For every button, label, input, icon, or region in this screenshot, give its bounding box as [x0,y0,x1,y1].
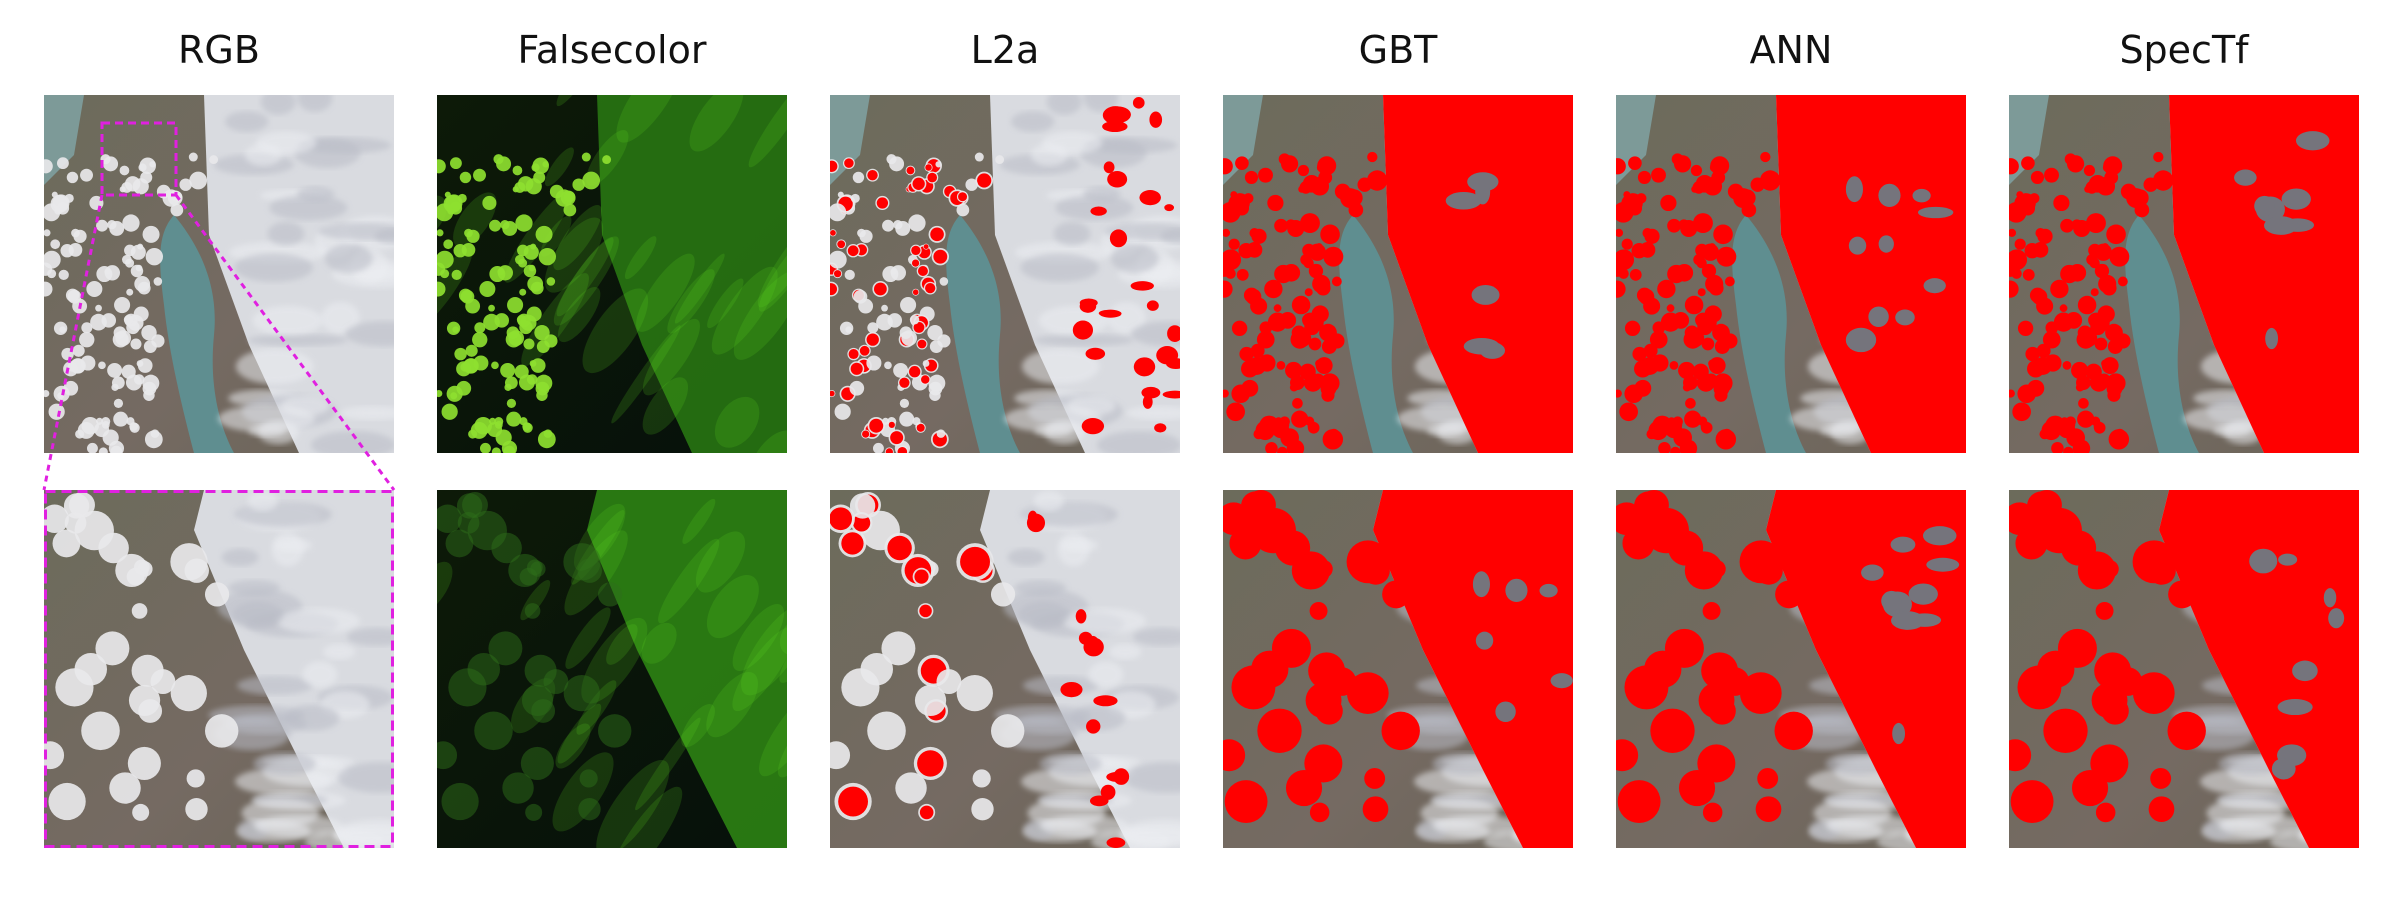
falsecolor-zoomed-inset-image [437,490,787,848]
gbt-zoomed-inset-image [1223,490,1573,848]
column-title-rgb: RGB [178,28,260,72]
rgb-zoomed-inset-image [44,490,394,848]
l2a-zoomed-inset-image [830,490,1180,848]
spectf-full-scene-image [2009,95,2359,453]
ann-full-scene-image [1616,95,1966,453]
column-title-ann: ANN [1749,28,1833,72]
column-title-falsecolor: Falsecolor [517,28,707,72]
gbt-full-scene-image [1223,95,1573,453]
ann-zoomed-inset-image [1616,490,1966,848]
spectf-zoomed-inset-image [2009,490,2359,848]
column-title-spectf: SpecTf [2119,28,2249,72]
falsecolor-full-scene-image [437,95,787,453]
l2a-full-scene-image [830,95,1180,453]
column-title-l2a: L2a [970,28,1040,72]
column-title-gbt: GBT [1358,28,1438,72]
rgb-full-scene-image [44,95,394,453]
